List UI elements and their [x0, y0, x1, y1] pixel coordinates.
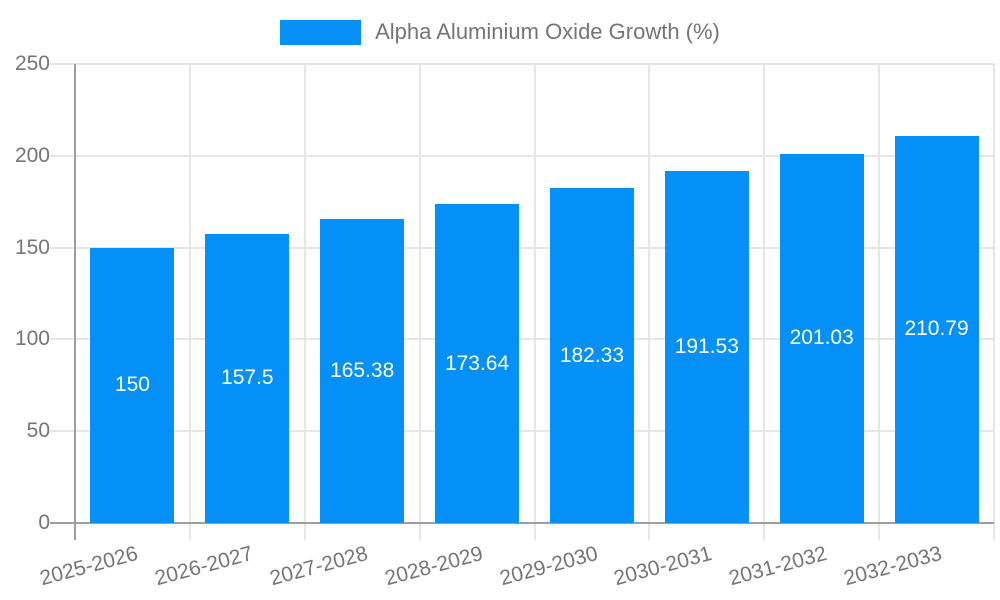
- legend[interactable]: Alpha Aluminium Oxide Growth (%): [0, 19, 1000, 45]
- x-gridline: [878, 64, 881, 540]
- x-axis-tick-label: 2032-2033: [841, 542, 945, 591]
- bar[interactable]: [320, 219, 405, 523]
- y-axis-tick-label: 200: [14, 143, 50, 167]
- y-gridline: [50, 246, 994, 249]
- bar-value-label: 173.64: [444, 351, 510, 375]
- y-axis-tick-label: 100: [14, 327, 50, 351]
- x-axis-tick-label: 2027-2028: [267, 542, 371, 591]
- y-gridline: [50, 430, 994, 433]
- bar[interactable]: [894, 135, 979, 523]
- y-axis-tick-label: 250: [14, 52, 50, 75]
- x-axis-line: [50, 522, 994, 524]
- bar[interactable]: [205, 233, 290, 523]
- x-axis-tick-label: 2026-2027: [152, 542, 256, 591]
- x-gridline: [993, 64, 995, 540]
- x-axis-tick-label: 2031-2032: [726, 542, 830, 591]
- bar-value-label: 165.38: [330, 359, 395, 383]
- bar[interactable]: [549, 188, 634, 523]
- bar[interactable]: [90, 247, 175, 523]
- legend-swatch: [280, 19, 362, 45]
- x-axis-tick-label: 2025-2026: [37, 542, 141, 591]
- y-axis-line: [74, 64, 76, 540]
- y-axis-tick-label: 0: [38, 511, 50, 534]
- x-gridline: [648, 64, 651, 540]
- x-gridline: [533, 64, 536, 540]
- bar-value-label: 157.5: [221, 366, 274, 390]
- y-axis-tick-label: 150: [14, 235, 50, 259]
- bar[interactable]: [435, 204, 520, 523]
- x-axis-tick-label: 2028-2029: [382, 542, 486, 591]
- y-axis-tick-label: 50: [26, 419, 50, 443]
- bar-value-label: 150: [114, 373, 150, 397]
- x-gridline: [763, 64, 766, 540]
- x-axis-tick-label: 2030-2031: [611, 542, 715, 591]
- bar-value-label: 182.33: [559, 343, 625, 367]
- y-gridline: [50, 63, 994, 65]
- x-gridline: [188, 64, 191, 540]
- bar[interactable]: [664, 171, 749, 523]
- bar-value-label: 191.53: [674, 335, 739, 359]
- legend-label: Alpha Aluminium Oxide Growth (%): [375, 19, 720, 44]
- bar[interactable]: [779, 153, 864, 523]
- bar-value-label: 201.03: [789, 326, 854, 350]
- y-gridline: [50, 338, 994, 341]
- x-gridline: [303, 64, 306, 540]
- bar-value-label: 210.79: [904, 317, 969, 341]
- x-gridline: [418, 64, 421, 540]
- y-gridline: [50, 154, 994, 157]
- x-axis-tick-label: 2029-2030: [496, 542, 600, 591]
